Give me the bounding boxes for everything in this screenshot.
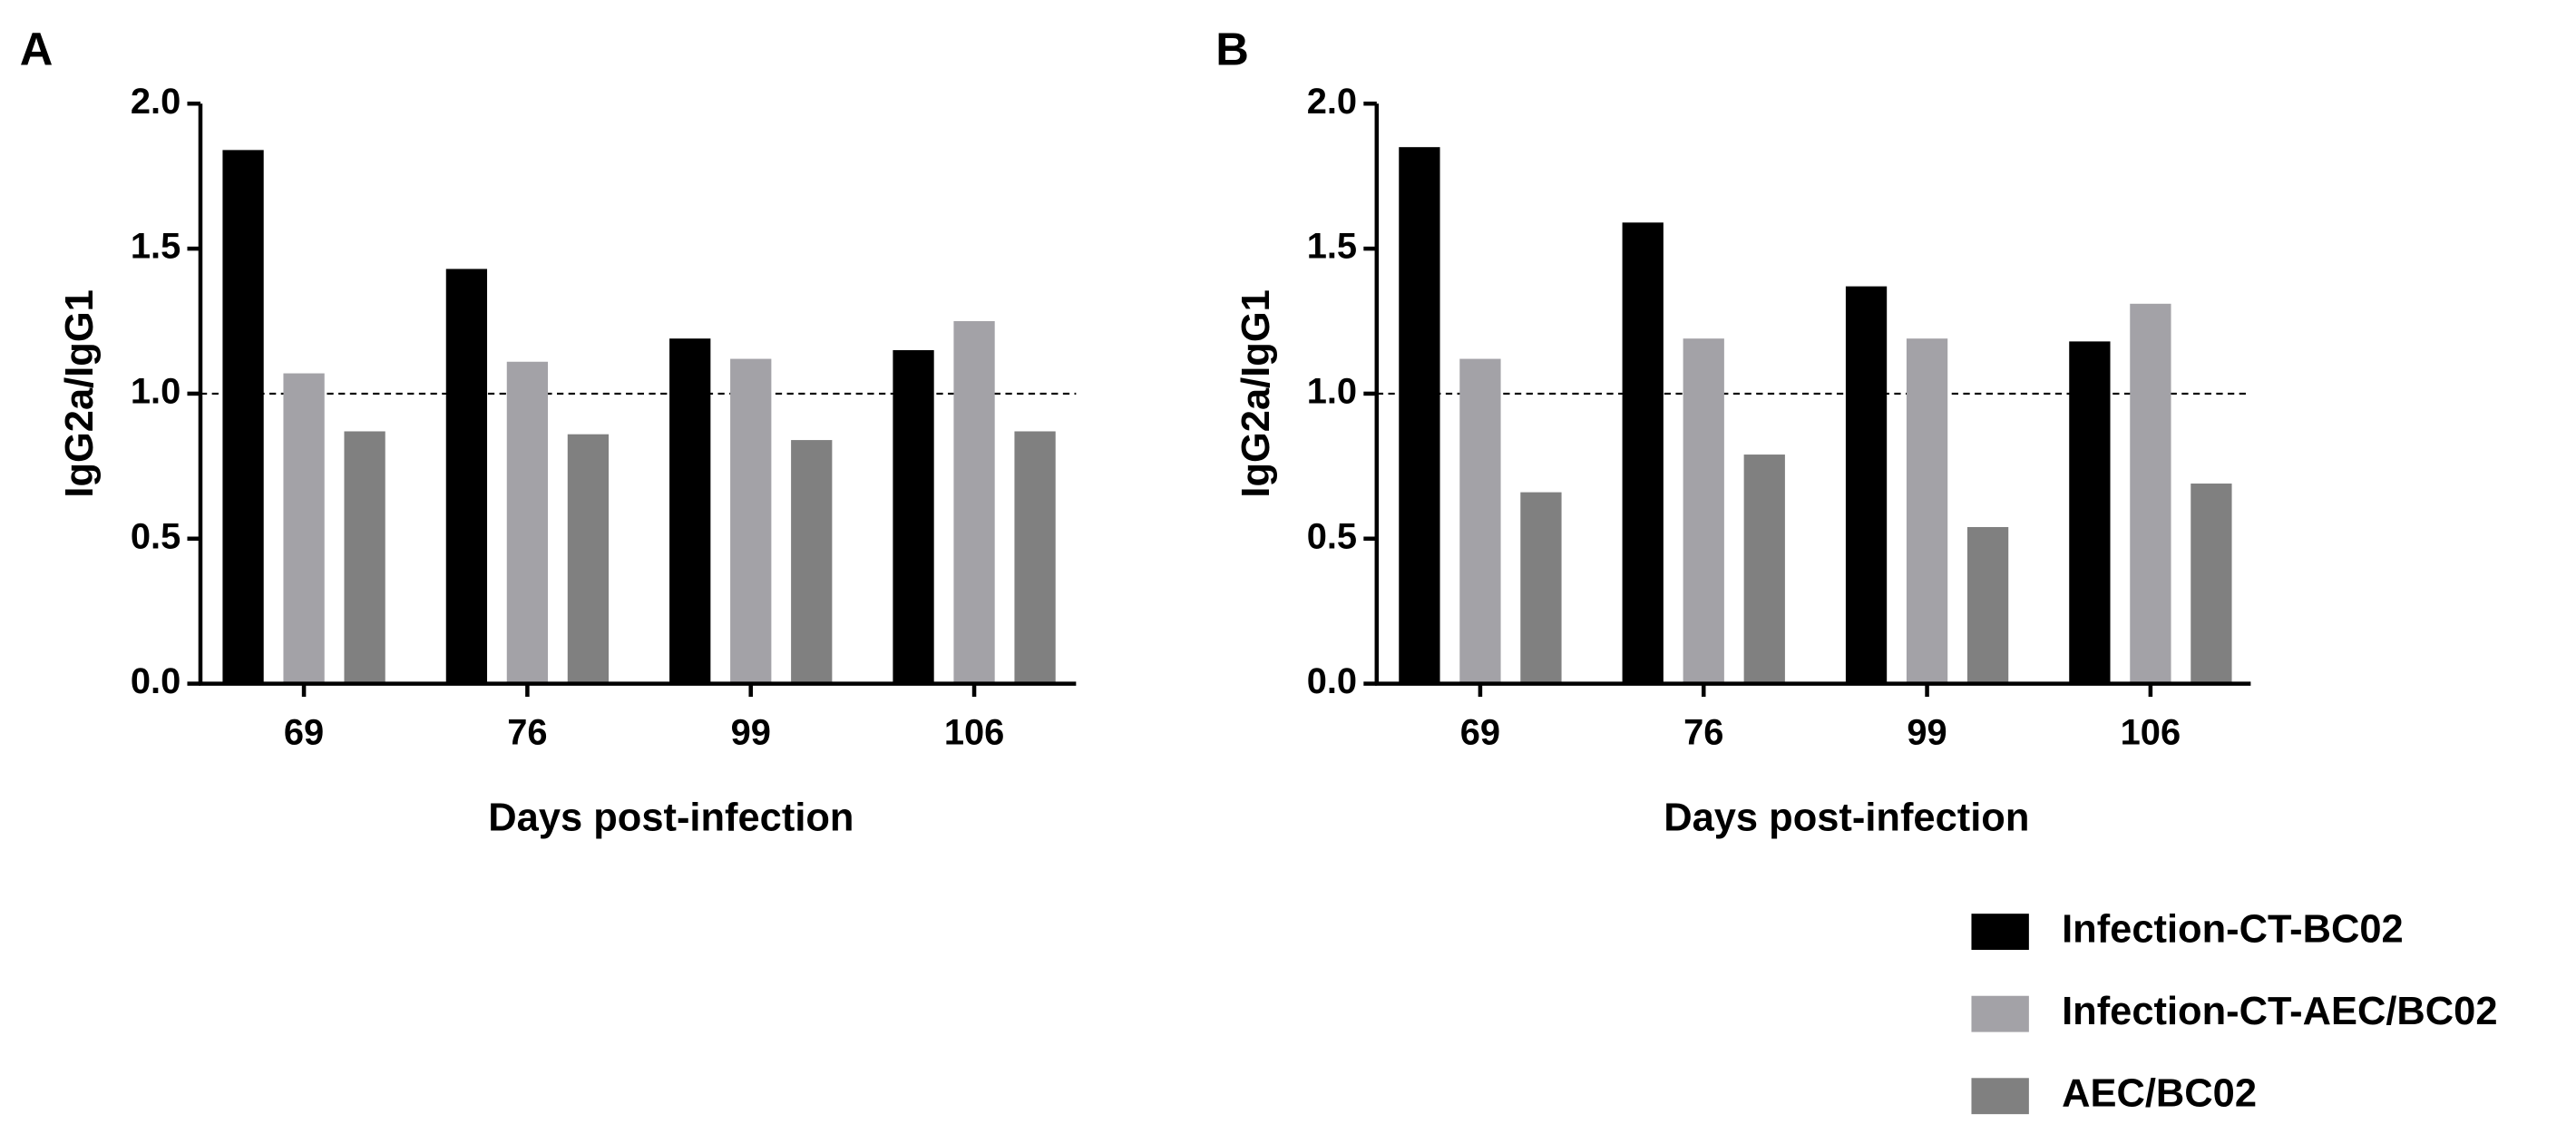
bar (730, 358, 772, 684)
y-tick-label: 0.5 (131, 516, 181, 556)
bar (1845, 286, 1888, 684)
bar (1683, 338, 1724, 684)
x-tick-label: 69 (284, 712, 324, 752)
bar (791, 440, 833, 684)
bar (893, 349, 934, 684)
legend-label: AEC/BC02 (2062, 1072, 2257, 1116)
legend-label: Infection-CT-BC02 (2062, 908, 2404, 952)
panel-label: B (1215, 23, 1249, 74)
bar (567, 434, 610, 684)
bar (1399, 147, 1440, 684)
bar (2191, 484, 2232, 684)
bar (1622, 222, 1664, 684)
y-tick-label: 0.0 (131, 661, 181, 701)
bar (1743, 455, 1785, 684)
bar (1014, 431, 1056, 684)
bar (2130, 303, 2171, 684)
y-tick-label: 0.0 (1307, 661, 1357, 701)
x-tick-label: 69 (1460, 712, 1500, 752)
bar (445, 269, 488, 684)
bar (1520, 492, 1562, 684)
x-tick-label: 76 (507, 712, 547, 752)
bar (1459, 358, 1501, 684)
x-tick-label: 106 (944, 712, 1004, 752)
x-axis-title: Days post-infection (488, 796, 854, 839)
bar (506, 361, 549, 684)
bar (2069, 341, 2111, 684)
bar (953, 320, 995, 684)
bar (1906, 338, 1948, 684)
panel-label: A (20, 23, 54, 74)
y-axis-title: IgG2a/IgG1 (1234, 289, 1278, 497)
bar (222, 150, 264, 684)
x-tick-label: 106 (2121, 712, 2181, 752)
bar (283, 373, 325, 684)
y-tick-label: 1.5 (131, 227, 181, 267)
y-tick-label: 1.0 (131, 371, 181, 411)
legend-label: Infection-CT-AEC/BC02 (2062, 990, 2497, 1033)
bar (1966, 526, 2009, 684)
legend-swatch (1971, 995, 2029, 1032)
legend-swatch (1971, 914, 2029, 951)
x-tick-label: 99 (731, 712, 771, 752)
y-axis-title: IgG2a/IgG1 (58, 289, 102, 497)
y-tick-label: 1.5 (1307, 227, 1357, 267)
bar (344, 431, 385, 684)
y-tick-label: 2.0 (1307, 82, 1357, 122)
x-tick-label: 76 (1683, 712, 1723, 752)
x-tick-label: 99 (1907, 712, 1947, 752)
y-tick-label: 2.0 (131, 82, 181, 122)
bar (669, 338, 711, 684)
x-axis-title: Days post-infection (1664, 796, 2029, 839)
y-tick-label: 1.0 (1307, 371, 1357, 411)
y-tick-label: 0.5 (1307, 516, 1357, 556)
legend-swatch (1971, 1078, 2029, 1115)
